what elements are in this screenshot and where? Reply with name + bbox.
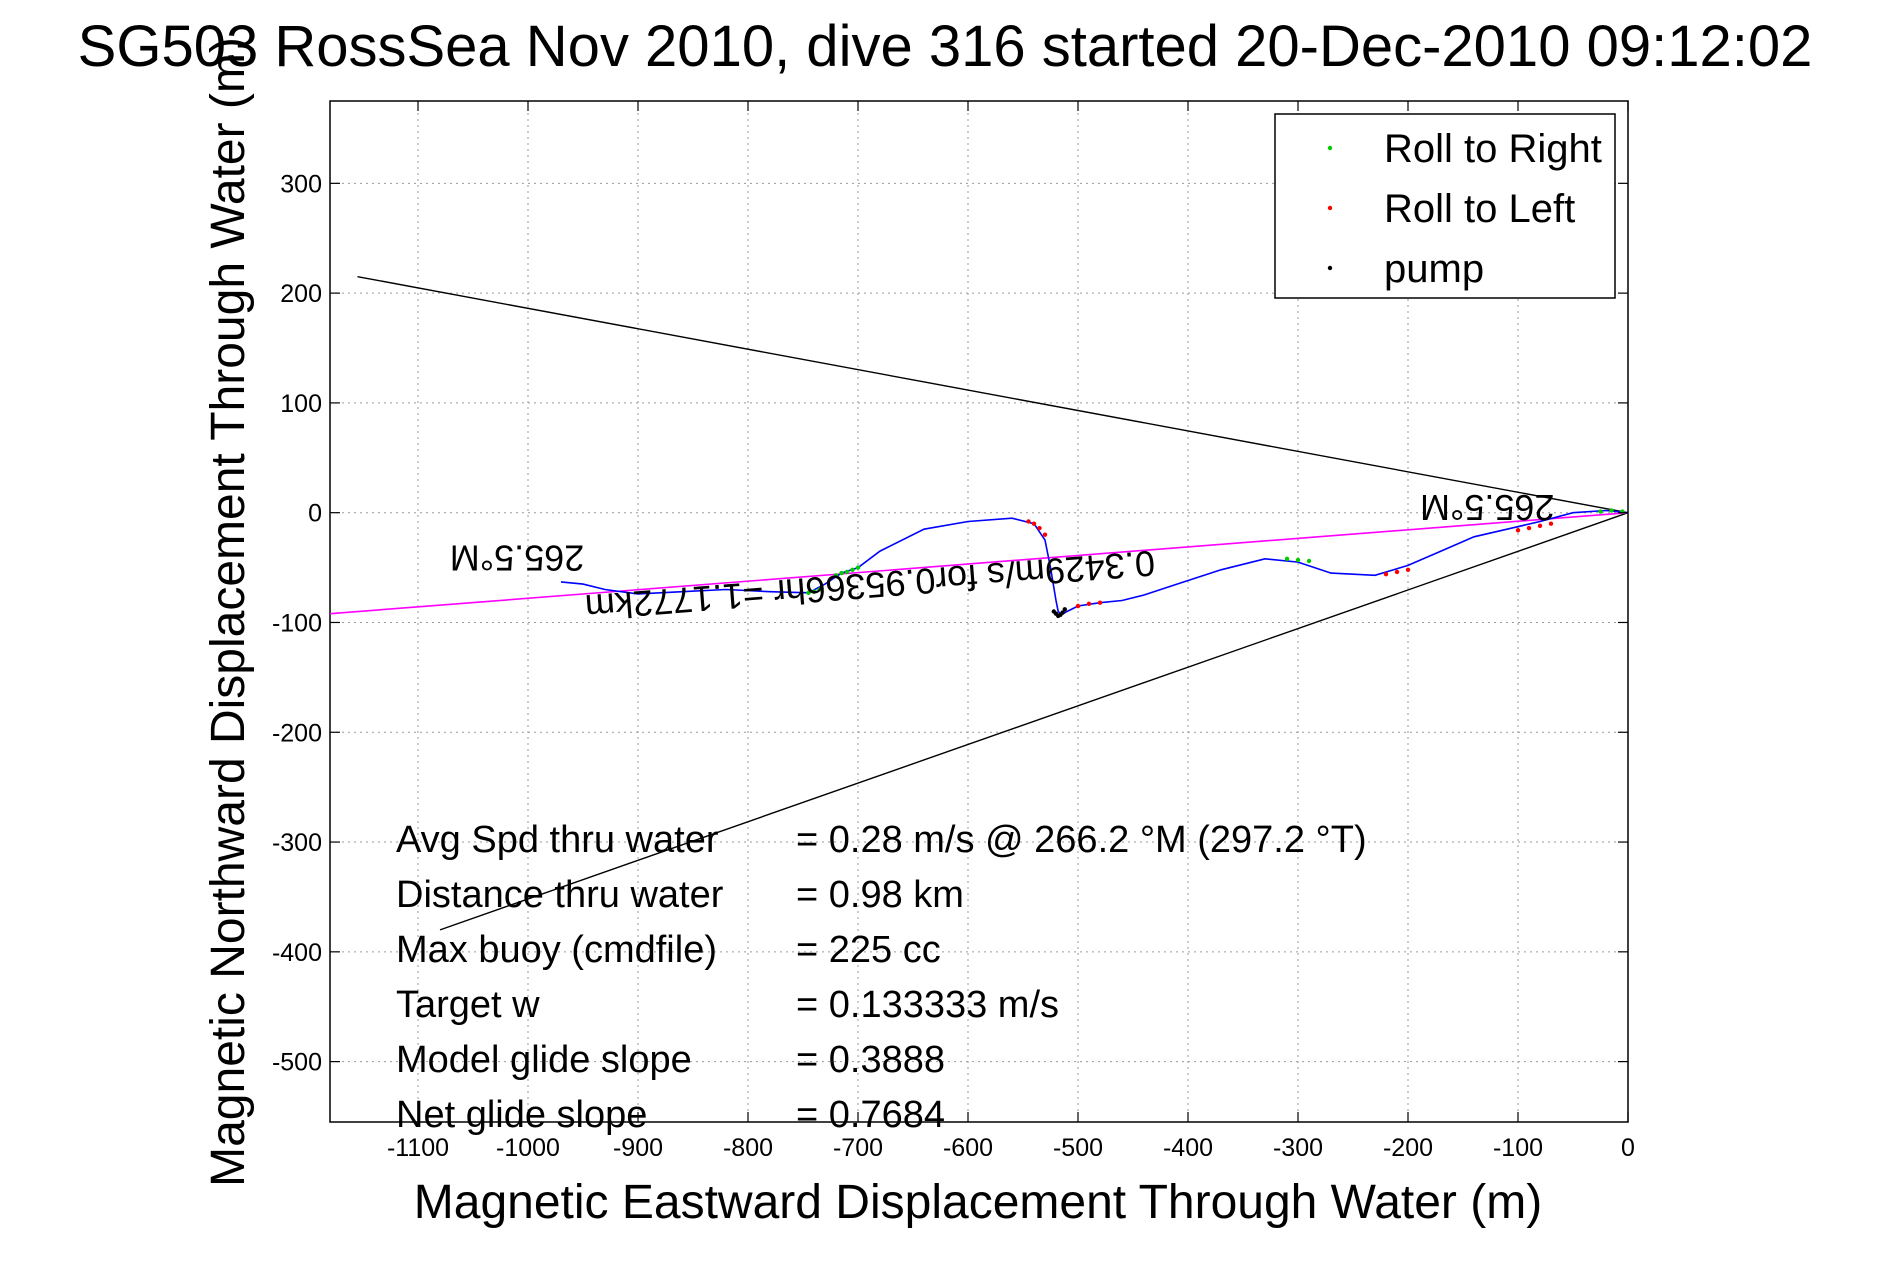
- x-tick-label: -1000: [496, 1134, 560, 1162]
- x-tick-label: -800: [723, 1134, 773, 1162]
- roll-left-point: [1548, 521, 1554, 526]
- stat-label: Avg Spd thru water: [396, 819, 719, 861]
- y-tick-label: 100: [280, 390, 322, 418]
- y-tick-label: -300: [272, 829, 322, 857]
- roll-right-point: [1598, 509, 1603, 514]
- x-tick-label: -700: [833, 1134, 883, 1162]
- y-tick-label: 0: [308, 500, 322, 528]
- roll-right-point: [806, 590, 811, 596]
- legend-entry: Roll to Right: [1384, 127, 1602, 171]
- cone-upper-line: [357, 275, 1629, 514]
- roll-left-point: [1383, 571, 1389, 577]
- x-tick-label: -600: [943, 1134, 993, 1162]
- y-tick-label: -500: [272, 1049, 322, 1077]
- roll-left-point: [1537, 523, 1543, 529]
- roll-right-point: [833, 573, 839, 578]
- y-tick-label: 300: [280, 170, 322, 198]
- x-tick-label: -1100: [387, 1134, 449, 1162]
- x-tick-label: -500: [1053, 1134, 1103, 1162]
- heading-line: [329, 511, 1629, 615]
- y-tick-label: -400: [272, 939, 322, 967]
- legend: Roll to Right Roll to Left pump: [1274, 113, 1616, 299]
- stat-label: Distance thru water: [396, 874, 724, 916]
- roll-right-point: [1306, 558, 1312, 564]
- roll-left-point: [1042, 532, 1048, 537]
- roll-left-point: [1394, 569, 1400, 575]
- x-tick-label: -300: [1273, 1134, 1323, 1162]
- stat-label: Model glide slope: [396, 1039, 692, 1081]
- roll-right-point: [1284, 556, 1290, 562]
- roll-left-point: [1086, 601, 1092, 607]
- legend-entry: pump: [1384, 247, 1484, 291]
- annotation-text: 265.5°M: [1420, 487, 1554, 528]
- y-tick-label: -200: [272, 719, 322, 747]
- roll-left-point: [1031, 521, 1037, 526]
- pump-point: [1051, 609, 1057, 614]
- stat-value: = 0.7684: [796, 1094, 945, 1136]
- roll-right-point: [817, 587, 822, 592]
- legend-marker: [1327, 265, 1333, 271]
- legend-entry: Roll to Left: [1384, 187, 1575, 231]
- x-tick-label: -100: [1493, 1134, 1543, 1162]
- roll-right-point: [855, 565, 861, 570]
- y-tick-label: -100: [272, 609, 322, 637]
- cone-lower-line: [439, 512, 1629, 931]
- roll-left-point: [1097, 600, 1103, 605]
- roll-left-point: [1405, 567, 1411, 572]
- roll-and-pump-points: [806, 508, 1625, 619]
- chart-title: SG503 RossSea Nov 2010, dive 316 started…: [78, 14, 1813, 79]
- grid-lines: [330, 101, 1628, 1122]
- roll-right-point: [811, 589, 817, 594]
- annotation-text: 265.5°M: [450, 538, 584, 579]
- y-axis-label: Magnetic Northward Displacement Through …: [202, 37, 255, 1187]
- pump-point: [1062, 607, 1068, 612]
- x-tick-label: -900: [613, 1134, 663, 1162]
- roll-right-point: [850, 567, 855, 572]
- y-tick-label: 200: [280, 280, 322, 308]
- stat-label: Max buoy (cmdfile): [396, 929, 717, 971]
- x-tick-label: 0: [1621, 1134, 1635, 1162]
- roll-left-point: [1515, 528, 1521, 533]
- legend-marker: [1327, 145, 1333, 151]
- cone-lines: [357, 275, 1629, 931]
- stat-value: = 225 cc: [796, 929, 941, 971]
- y-tick-labels: 300 200 100 0 -100 -200 -300 -400 -500: [272, 170, 322, 1076]
- x-tick-labels: -1100 -1000 -900 -800 -700 -600 -500 -400 -300 -2…: [387, 1134, 1635, 1162]
- roll-right-point: [839, 570, 844, 576]
- roll-left-point: [1075, 603, 1081, 609]
- x-tick-label: -400: [1163, 1134, 1213, 1162]
- stat-value: = 0.28 m/s @ 266.2 °M (297.2 °T): [796, 819, 1367, 861]
- heading-line-segment: [329, 511, 1629, 615]
- axis-ticks: [330, 101, 1629, 1122]
- roll-right-point: [1295, 557, 1301, 563]
- stat-value: = 0.3888: [796, 1039, 945, 1081]
- stat-value: = 0.98 km: [796, 874, 964, 916]
- roll-left-point: [1037, 525, 1042, 531]
- legend-marker: [1327, 205, 1333, 211]
- stat-label: Target w: [396, 984, 540, 1026]
- roll-right-point: [844, 569, 850, 575]
- dive-stats: Avg Spd thru water = 0.28 m/s @ 266.2 °M …: [396, 819, 1367, 1136]
- stat-label: Net glide slope: [396, 1094, 647, 1136]
- stat-value: = 0.133333 m/s: [796, 984, 1059, 1026]
- roll-right-point: [1609, 508, 1614, 513]
- roll-left-point: [1526, 525, 1532, 531]
- x-tick-label: -200: [1383, 1134, 1433, 1162]
- roll-left-point: [1026, 519, 1031, 524]
- x-axis-label: Magnetic Eastward Displacement Through W…: [414, 1176, 1542, 1229]
